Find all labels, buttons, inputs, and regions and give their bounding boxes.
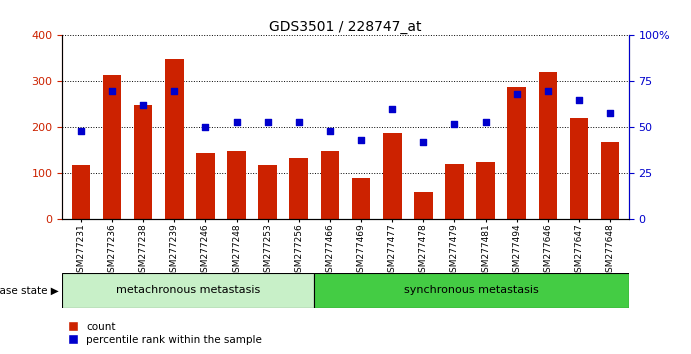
Point xyxy=(106,88,117,93)
Bar xyxy=(196,153,215,219)
Point xyxy=(293,119,304,125)
Bar xyxy=(72,165,91,219)
Point xyxy=(418,139,429,145)
Point xyxy=(387,106,398,112)
Title: GDS3501 / 228747_at: GDS3501 / 228747_at xyxy=(269,21,422,34)
Bar xyxy=(134,105,153,219)
Point xyxy=(605,110,616,115)
Text: synchronous metastasis: synchronous metastasis xyxy=(404,285,539,295)
Bar xyxy=(600,142,619,219)
Bar xyxy=(227,152,246,219)
Bar xyxy=(258,165,277,219)
Point xyxy=(449,121,460,127)
Bar xyxy=(165,59,184,219)
Point xyxy=(324,128,335,134)
Point xyxy=(200,125,211,130)
Bar xyxy=(352,178,370,219)
FancyBboxPatch shape xyxy=(314,273,629,308)
Bar xyxy=(414,192,433,219)
Bar xyxy=(569,118,588,219)
Text: metachronous metastasis: metachronous metastasis xyxy=(116,285,261,295)
Bar xyxy=(445,164,464,219)
Bar xyxy=(476,162,495,219)
Point xyxy=(169,88,180,93)
Bar xyxy=(383,133,401,219)
Point xyxy=(356,137,367,143)
Bar xyxy=(290,158,308,219)
Bar xyxy=(507,87,526,219)
Point xyxy=(262,119,273,125)
FancyBboxPatch shape xyxy=(62,273,314,308)
Bar xyxy=(538,72,557,219)
Point xyxy=(480,119,491,125)
Bar xyxy=(321,152,339,219)
Point xyxy=(574,97,585,103)
Point xyxy=(75,128,86,134)
Point xyxy=(542,88,553,93)
Point xyxy=(138,103,149,108)
Text: disease state ▶: disease state ▶ xyxy=(0,285,59,295)
Point xyxy=(511,91,522,97)
Bar xyxy=(103,75,122,219)
Legend: count, percentile rank within the sample: count, percentile rank within the sample xyxy=(68,322,262,345)
Point xyxy=(231,119,242,125)
